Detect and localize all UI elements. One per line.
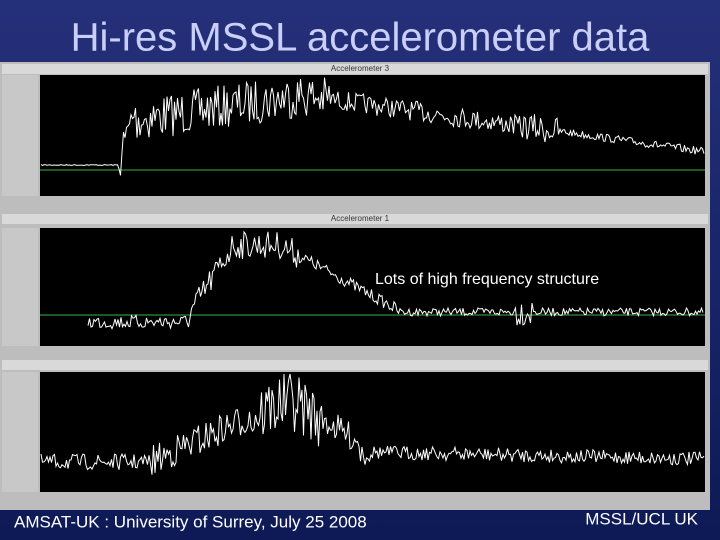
plot-title: Accelerometer 3 [331,64,390,73]
plot-area [40,228,705,346]
slide-title: Hi-res MSSL accelerometer data [71,16,650,60]
footer-right: MSSL/UCL UK [585,509,698,528]
y-axis-strip [2,372,38,492]
plot-title-bar [2,214,708,224]
y-axis-strip [2,228,38,346]
plot-title-bar [2,64,708,74]
trace [40,77,705,176]
plot-title-bar [2,360,708,370]
plot-area [40,372,705,492]
plots: Accelerometer 3 Accelerometer 1 [0,62,710,510]
trace [40,373,705,475]
annotation: Lots of high frequency structure [375,271,599,288]
footer-left: AMSAT-UK : University of Surrey, July 25… [14,512,367,531]
y-axis-strip [2,75,38,196]
plot-title: Accelerometer 1 [331,214,390,223]
trace [87,230,704,330]
plot-area [40,75,705,196]
